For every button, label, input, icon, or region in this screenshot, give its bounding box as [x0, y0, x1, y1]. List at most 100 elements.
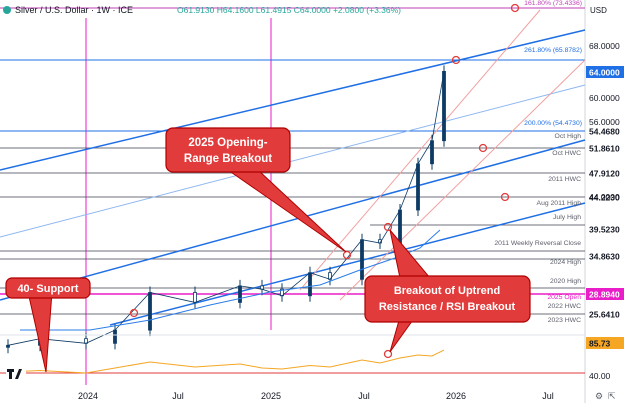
price-tag-label: 44.2230 [589, 193, 620, 203]
price-tag-box [586, 337, 624, 349]
level-label: 2024 High [550, 259, 581, 266]
marker-circle [383, 222, 393, 232]
pitchfork-lower-line [339, 59, 586, 301]
marker-circle [451, 55, 461, 65]
channel-upper-line [0, 29, 586, 171]
level-label: 2020 High [550, 278, 581, 285]
candle-body [308, 272, 312, 297]
level-label: July High [553, 214, 581, 221]
level-label: 200.00% (54.4730) [524, 120, 582, 127]
price-axis-ticks: 68.0000 60.0000 56.0000 44.0000 40.00 [589, 41, 620, 381]
price-tag-box [586, 308, 624, 320]
price-tag-box [586, 288, 624, 300]
price-tag-box [586, 125, 624, 137]
price-tag-label: 34.8630 [589, 252, 620, 262]
candle-body [360, 239, 364, 280]
callout-text-line-2: Range Breakout [184, 153, 272, 165]
symbol-title: Silver / U.S. Dollar · 1W · ICE [15, 5, 133, 15]
level-label: 2011 Weekly Reversal Close [494, 240, 581, 247]
markers [129, 3, 520, 359]
ohlc-readout: O61.9130 H64.1600 L61.4915 C64.0000 +2.0… [177, 5, 401, 15]
level-label: Aug 2011 High [537, 200, 582, 207]
candle-body [442, 70, 446, 142]
candle-body [398, 209, 402, 244]
price-tick-label: 60.0000 [589, 93, 620, 103]
candle-body [113, 329, 117, 344]
price-tag-box [586, 191, 624, 203]
level-label: Oct HWC [552, 150, 581, 157]
level-label: 2025 Open [547, 294, 581, 301]
price-tag-box [586, 250, 624, 262]
callout-text-line-1: 2025 Opening- [188, 137, 267, 149]
pitchfork-upper-line [299, 9, 541, 291]
candle-body [148, 292, 152, 331]
callout-box [5, 277, 91, 299]
time-tick-label: 2026 [446, 391, 466, 401]
marker-circle [129, 308, 139, 318]
logo-glyph [7, 369, 22, 379]
time-axis: 2024 Jul 2025 Jul 2026 Jul [78, 391, 554, 401]
uptrend-support-line [109, 202, 586, 326]
time-tick-label: Jul [358, 391, 370, 401]
callout-box [165, 127, 291, 173]
marker-circle [500, 192, 510, 202]
level-label: 161.80% (73.4336) [524, 0, 582, 7]
tradingview-logo-icon [6, 367, 26, 380]
level-label: Oct High [555, 133, 582, 140]
candle-body [238, 285, 242, 303]
callout-text-line-1: Breakout of Uptrend [394, 285, 500, 297]
candle-body [193, 292, 197, 303]
horizontal-levels [0, 7, 585, 374]
callout-text-line-2: Resistance / RSI Breakout [379, 301, 516, 313]
callout-box [364, 275, 531, 323]
axis-controls[interactable]: ⚙ ⇱ [595, 391, 616, 401]
level-label: 2022 HWC [548, 303, 581, 310]
price-unit-label: USD [590, 6, 607, 15]
level-label: 2023 HWC [548, 317, 581, 324]
callout-opening-range: 2025 Opening- Range Breakout [165, 127, 347, 253]
time-tick-label: 2024 [78, 391, 98, 401]
price-tick-label: 40.00 [589, 371, 611, 381]
price-tag-label: 64.0000 [589, 68, 620, 78]
channel-mid-line [0, 84, 586, 238]
marker-circle [478, 143, 488, 153]
price-tag-label: 25.6410 [589, 310, 620, 320]
price-tick-label: 44.0000 [589, 192, 620, 202]
price-tick-label: 56.0000 [589, 117, 620, 127]
candle-body [6, 344, 10, 348]
rsi-line [7, 349, 445, 374]
time-tick-label: 2025 [261, 391, 281, 401]
price-candles [6, 65, 446, 354]
price-tag-label: 47.9120 [589, 169, 620, 179]
price-tag-box [586, 66, 624, 78]
marker-circle [383, 349, 393, 359]
scale-toggle-icon[interactable]: ⇱ [608, 391, 616, 401]
price-tag-box [586, 223, 624, 235]
candle-body [430, 140, 434, 165]
callout-rsi-support: 40- Support [5, 277, 91, 373]
price-tag-box [586, 167, 624, 179]
marker-circle [342, 250, 352, 260]
price-tag-label: 51.8610 [589, 144, 620, 154]
status-dot-icon [3, 6, 11, 14]
price-axis-tags: 64.0000 54.4680 51.8610 47.9120 44.2230 39.52… [586, 66, 624, 349]
level-labels: 161.80% (73.4336) 261.80% (65.8782) 200.00… [494, 0, 582, 324]
price-tag-label: 39.5230 [589, 225, 620, 235]
price-tag-box [586, 142, 624, 154]
price-tag-label: 28.8940 [589, 290, 620, 300]
callout-uptrend-breakout: Breakout of Uptrend Resistance / RSI Bre… [364, 229, 531, 353]
price-tick-label: 68.0000 [589, 41, 620, 51]
channel-lower-line [0, 139, 586, 301]
time-tick-label: Jul [172, 391, 184, 401]
level-label: 2011 HWC [548, 176, 581, 183]
trendlines [0, 9, 586, 326]
settings-gear-icon[interactable]: ⚙ [595, 391, 603, 401]
chart-header: Silver / U.S. Dollar · 1W · ICE O61.9130… [3, 5, 401, 15]
price-tag-label: 54.4680 [589, 127, 620, 137]
candle-body [416, 163, 420, 211]
time-tick-label: Jul [542, 391, 554, 401]
level-label: 261.80% (65.8782) [524, 47, 582, 54]
marker-circle [510, 3, 520, 13]
